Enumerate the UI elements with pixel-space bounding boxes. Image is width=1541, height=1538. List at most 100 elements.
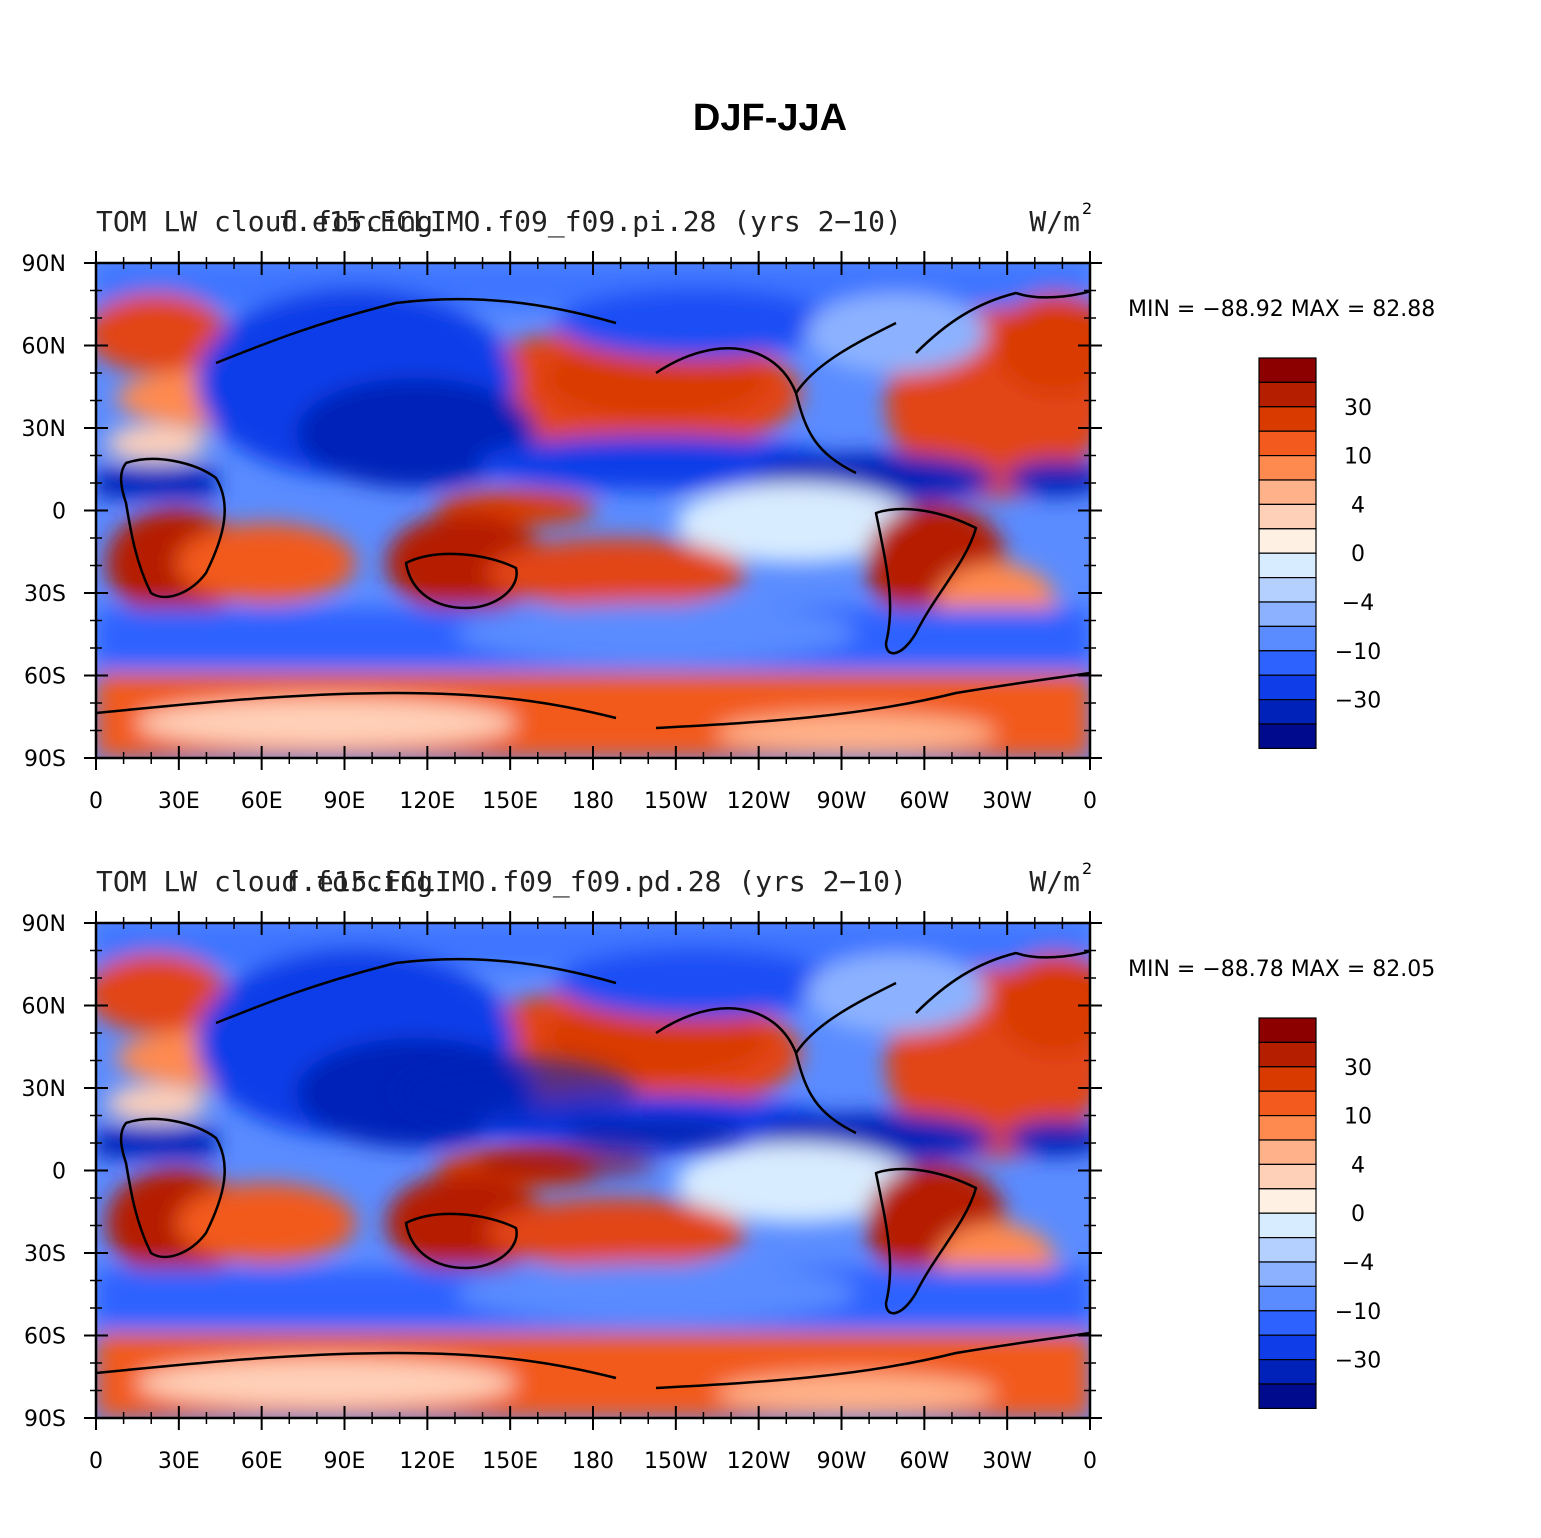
lat-tick-label: 0 bbox=[52, 1160, 66, 1185]
colorbar-swatch bbox=[1258, 1041, 1317, 1068]
colorbar-swatch bbox=[1258, 1066, 1317, 1092]
colorbar-swatch bbox=[1258, 1358, 1317, 1385]
lon-tick-label: 60E bbox=[241, 1449, 283, 1474]
colorbar-swatch bbox=[1258, 552, 1317, 579]
colorbar-label: 10 bbox=[1344, 1105, 1372, 1130]
colorbar-label: −10 bbox=[1335, 640, 1381, 665]
colorbar-swatch bbox=[1258, 1212, 1317, 1239]
lat-tick-label: 30S bbox=[24, 1242, 66, 1267]
lat-tick-label: 60S bbox=[24, 665, 66, 690]
colorbar-swatch bbox=[1258, 381, 1317, 408]
colorbar-label: 0 bbox=[1351, 542, 1365, 567]
panel-1-colorbar: 30 10 4 0 −4 −10 −30 bbox=[1258, 357, 1381, 749]
panel-1-map bbox=[86, 263, 1116, 758]
map-panel-1: TOM LW cloud forcing f.e15.FCLIMO.f09_f0… bbox=[22, 199, 1436, 814]
lon-tick-label: 90W bbox=[817, 1449, 867, 1474]
lat-tick-label: 0 bbox=[52, 500, 66, 525]
panel-2-min-max: MIN = −88.78 MAX = 82.05 bbox=[1128, 957, 1435, 982]
colorbar-swatch bbox=[1258, 1163, 1317, 1190]
colorbar-swatch bbox=[1258, 1261, 1317, 1287]
colorbar-swatch bbox=[1258, 528, 1317, 554]
lon-tick-label: 150W bbox=[644, 1449, 708, 1474]
lon-tick-label: 150E bbox=[482, 1449, 538, 1474]
colorbar-swatch bbox=[1258, 1017, 1317, 1043]
colorbar-label: 4 bbox=[1351, 493, 1365, 518]
panel-2-units: W/m bbox=[1029, 865, 1080, 898]
lon-tick-label: 30E bbox=[158, 789, 200, 814]
colorbar-swatch bbox=[1258, 1334, 1317, 1361]
panel-2-left-title: TOM LW cloud forcing bbox=[96, 865, 433, 898]
lon-tick-label: 120E bbox=[399, 789, 455, 814]
colorbar-swatch bbox=[1258, 674, 1317, 701]
lon-tick-label: 0 bbox=[1083, 1449, 1097, 1474]
map-panel-2: TOM LW cloud forcing f.e15.FCLIMO.f09_f0… bbox=[22, 859, 1436, 1474]
panel-2-axes: 90N 60N 30N 0 30S 60S 90S 0 30E 60E 90E 120E 150E 180… bbox=[22, 911, 1102, 1474]
lon-tick-label: 150E bbox=[482, 789, 538, 814]
panel-1-units-sup: 2 bbox=[1082, 199, 1092, 218]
colorbar-swatch bbox=[1258, 601, 1317, 627]
colorbar-label: 10 bbox=[1344, 445, 1372, 470]
colorbar-label: −30 bbox=[1335, 1349, 1381, 1374]
panel-1-units: W/m bbox=[1029, 205, 1080, 238]
colorbar-swatch bbox=[1258, 1236, 1317, 1263]
panel-1-min-max: MIN = −88.92 MAX = 82.88 bbox=[1128, 297, 1435, 322]
colorbar-swatch bbox=[1258, 503, 1317, 530]
lon-tick-label: 150W bbox=[644, 789, 708, 814]
lon-tick-label: 60W bbox=[899, 789, 949, 814]
colorbar-swatch bbox=[1258, 406, 1317, 432]
colorbar-label: −30 bbox=[1335, 689, 1381, 714]
colorbar-label: −4 bbox=[1342, 591, 1374, 616]
panel-1-center-title: f.e15.FCLIMO.f09_f09.pi.28 (yrs 2−10) bbox=[278, 205, 902, 239]
colorbar-swatch bbox=[1258, 1383, 1317, 1409]
colorbar-swatch bbox=[1258, 1139, 1317, 1165]
colorbar-swatch bbox=[1258, 723, 1317, 749]
lat-tick-label: 30N bbox=[22, 1077, 66, 1102]
lat-tick-label: 90S bbox=[24, 1407, 66, 1432]
lat-tick-label: 90S bbox=[24, 747, 66, 772]
colorbar-swatch bbox=[1258, 698, 1317, 725]
lat-tick-label: 90N bbox=[22, 252, 66, 277]
lon-tick-label: 120W bbox=[727, 1449, 791, 1474]
colorbar-swatch bbox=[1258, 430, 1317, 457]
lat-tick-label: 60N bbox=[22, 335, 66, 360]
lat-tick-label: 60S bbox=[24, 1325, 66, 1350]
colorbar-swatch bbox=[1258, 650, 1317, 676]
colorbar-label: 30 bbox=[1344, 396, 1372, 421]
colorbar-swatch bbox=[1258, 1090, 1317, 1117]
lon-tick-label: 90W bbox=[817, 789, 867, 814]
panel-1-left-title: TOM LW cloud forcing bbox=[96, 205, 433, 238]
colorbar-label: 0 bbox=[1351, 1202, 1365, 1227]
lon-tick-label: 180 bbox=[572, 1449, 614, 1474]
colorbar-swatch bbox=[1258, 1188, 1317, 1214]
colorbar-swatch bbox=[1258, 625, 1317, 652]
lon-tick-label: 0 bbox=[89, 789, 103, 814]
colorbar-swatch bbox=[1258, 1310, 1317, 1336]
lat-tick-label: 90N bbox=[22, 912, 66, 937]
colorbar-label: 4 bbox=[1351, 1153, 1365, 1178]
lon-tick-label: 120E bbox=[399, 1449, 455, 1474]
figure-title: DJF-JJA bbox=[693, 97, 847, 139]
lon-tick-label: 0 bbox=[89, 1449, 103, 1474]
lon-tick-label: 60E bbox=[241, 789, 283, 814]
colorbar-label: −4 bbox=[1342, 1251, 1374, 1276]
colorbar-swatch bbox=[1258, 1114, 1317, 1141]
colorbar-swatch bbox=[1258, 479, 1317, 505]
colorbar-swatch bbox=[1258, 357, 1317, 383]
lon-tick-label: 120W bbox=[727, 789, 791, 814]
colorbar-swatch bbox=[1258, 576, 1317, 603]
panel-2-units-sup: 2 bbox=[1082, 859, 1092, 878]
lon-tick-label: 0 bbox=[1083, 789, 1097, 814]
colorbar-label: 30 bbox=[1344, 1056, 1372, 1081]
panel-2-map bbox=[86, 923, 1116, 1418]
lat-tick-label: 30S bbox=[24, 582, 66, 607]
colorbar-swatch bbox=[1258, 1285, 1317, 1312]
lon-tick-label: 30E bbox=[158, 1449, 200, 1474]
lon-tick-label: 180 bbox=[572, 789, 614, 814]
panel-2-center-title: f.e15.FCLIMO.f09_f09.pd.28 (yrs 2−10) bbox=[283, 865, 907, 899]
panel-1-axes: 90N 60N 30N 0 30S 60S 90S 0 30E 60E 90E 120E 150E 180… bbox=[22, 251, 1102, 814]
lon-tick-label: 30W bbox=[982, 789, 1032, 814]
lon-tick-label: 90E bbox=[324, 789, 366, 814]
lat-tick-label: 60N bbox=[22, 995, 66, 1020]
panel-2-colorbar: 30 10 4 0 −4 −10 −30 bbox=[1258, 1017, 1381, 1409]
